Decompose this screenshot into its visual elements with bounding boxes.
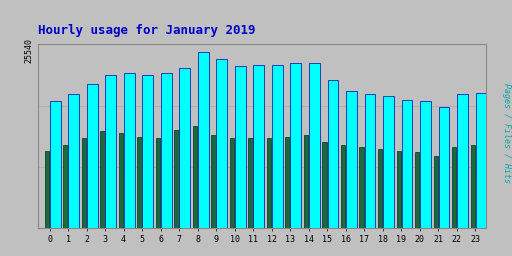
Bar: [235, 66, 246, 228]
Bar: [230, 138, 234, 228]
Bar: [341, 145, 346, 228]
Bar: [420, 101, 431, 228]
Bar: [217, 59, 227, 228]
Bar: [286, 136, 290, 228]
Bar: [50, 101, 60, 228]
Bar: [272, 65, 283, 228]
Bar: [415, 152, 419, 228]
Bar: [476, 93, 486, 228]
Bar: [267, 138, 271, 228]
Bar: [142, 75, 153, 228]
Bar: [87, 84, 98, 228]
Bar: [193, 126, 197, 228]
Bar: [396, 151, 401, 228]
Bar: [304, 135, 308, 228]
Bar: [328, 80, 338, 228]
Bar: [323, 142, 327, 228]
Bar: [452, 147, 457, 228]
Text: Pages / Files / Hits: Pages / Files / Hits: [502, 83, 511, 183]
Bar: [175, 130, 179, 228]
Bar: [161, 73, 172, 228]
Text: Hourly usage for January 2019: Hourly usage for January 2019: [38, 24, 256, 37]
Bar: [457, 94, 468, 228]
Bar: [211, 135, 216, 228]
Bar: [124, 73, 135, 228]
Bar: [119, 133, 123, 228]
Bar: [100, 131, 105, 228]
Bar: [253, 65, 264, 228]
Bar: [290, 63, 301, 228]
Bar: [63, 145, 68, 228]
Bar: [378, 149, 382, 228]
Bar: [105, 75, 116, 228]
Bar: [383, 96, 394, 228]
Bar: [137, 136, 142, 228]
Bar: [471, 145, 475, 228]
Bar: [248, 138, 253, 228]
Bar: [401, 100, 412, 228]
Bar: [359, 147, 364, 228]
Bar: [439, 107, 450, 228]
Bar: [82, 138, 86, 228]
Bar: [434, 156, 438, 228]
Bar: [198, 52, 208, 228]
Bar: [45, 151, 49, 228]
Bar: [346, 91, 357, 228]
Bar: [309, 63, 319, 228]
Bar: [68, 94, 79, 228]
Bar: [365, 94, 375, 228]
Bar: [179, 68, 190, 228]
Bar: [156, 138, 160, 228]
